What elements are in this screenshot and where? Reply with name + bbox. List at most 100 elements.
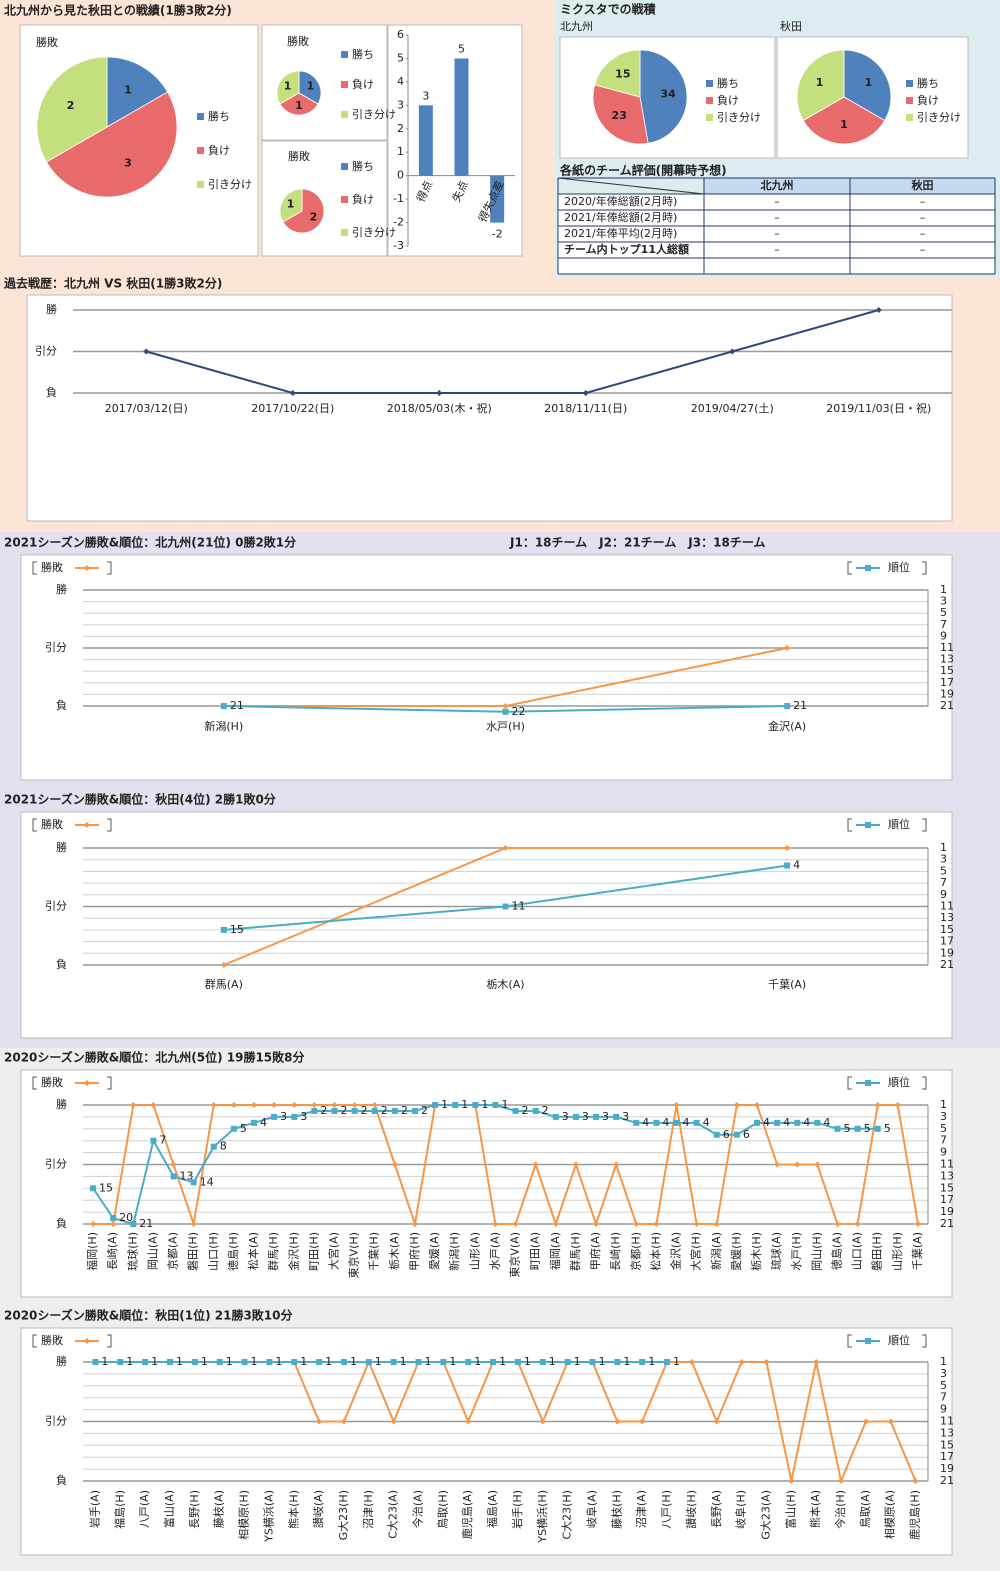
bar-value: -2	[492, 228, 503, 241]
legend-bracket	[32, 1334, 37, 1348]
point-marker	[150, 1137, 157, 1144]
x-tick-label: 讃岐(A)	[312, 1490, 325, 1528]
x-tick-label: 新潟(H)	[204, 719, 243, 733]
table-row-label: 2020/年俸総額(2月時)	[564, 194, 677, 208]
data-label: 1	[524, 1355, 531, 1368]
point-marker	[311, 1102, 318, 1108]
point-marker	[371, 1107, 378, 1114]
point-marker	[331, 1107, 338, 1114]
y-tick-label: 1	[397, 145, 404, 158]
legend-marker	[865, 565, 871, 571]
x-tick-label: 金沢(A)	[669, 1232, 683, 1270]
pie-label: 1	[284, 79, 292, 92]
legend-swatch	[197, 181, 204, 188]
legend-bracket	[107, 561, 112, 575]
point-marker	[564, 1359, 571, 1365]
legend-swatch	[906, 80, 913, 87]
point-marker	[814, 1161, 821, 1168]
legend-label: 引き分け	[917, 110, 961, 124]
x-tick-label: 藤枝(H)	[609, 1490, 623, 1529]
point-marker	[351, 1102, 358, 1108]
point-marker	[532, 1161, 539, 1168]
legend-swatch	[341, 163, 348, 170]
y-tick-label: 6	[397, 28, 404, 41]
y-tick-label: 負	[46, 386, 57, 399]
data-label: 2	[340, 1104, 347, 1117]
pie-title: 勝敗	[287, 34, 309, 48]
y2-tick-label: 9	[940, 888, 947, 901]
table-cell: –	[774, 243, 780, 256]
pie-label: 1	[816, 76, 824, 89]
x-tick-label: 沼津(H)	[361, 1490, 375, 1529]
point-marker	[220, 962, 227, 968]
data-label: 1	[574, 1355, 581, 1368]
x-tick-label: 岩手(A)	[87, 1490, 101, 1528]
point-marker	[693, 1221, 700, 1227]
point-marker	[130, 1221, 137, 1227]
x-tick-label: 新潟(H)	[447, 1232, 461, 1271]
x-tick-label: 徳島(H)	[226, 1232, 240, 1271]
y2-tick-label: 5	[940, 1122, 947, 1135]
x-tick-label: 京都(H)	[628, 1232, 642, 1271]
x-tick-label: 愛媛(A)	[427, 1232, 441, 1270]
point-marker	[230, 1125, 237, 1132]
y2-tick-label: 21	[940, 1217, 954, 1230]
point-marker	[92, 1359, 99, 1365]
data-label: 1	[300, 1355, 307, 1368]
x-tick-label: 町田(A)	[529, 1232, 542, 1270]
point-marker	[415, 1359, 422, 1365]
y-tick-label: -1	[393, 192, 404, 205]
data-label: 3	[602, 1110, 609, 1123]
y2-tick-label: 19	[940, 946, 954, 959]
point-marker	[291, 1102, 298, 1108]
point-marker	[593, 1113, 600, 1120]
legend-label: 順位	[888, 1075, 910, 1089]
data-label: 3	[582, 1110, 589, 1123]
data-label: 1	[449, 1355, 456, 1368]
point-marker	[166, 1359, 173, 1365]
legend-swatch	[341, 229, 348, 236]
chart-subtitle: J1：18チーム J2：21チーム J3：18チーム	[509, 536, 765, 550]
x-tick-label: 京都(A)	[166, 1232, 180, 1270]
chart-title: 2021シーズン勝敗&順位：北九州(21位) 0勝2敗1分	[4, 535, 296, 550]
y2-tick-label: 5	[940, 1379, 947, 1392]
bar	[490, 175, 505, 223]
chart-title: 2020シーズン勝敗&順位：秋田(1位) 21勝3敗10分	[4, 1308, 293, 1323]
data-label: 1	[461, 1098, 468, 1111]
data-label: 4	[763, 1116, 770, 1129]
legend-swatch	[341, 196, 348, 203]
point-marker	[774, 1119, 781, 1126]
pie-label: 2	[310, 211, 318, 224]
data-label: 1	[400, 1355, 407, 1368]
x-tick-label: 金沢(A)	[768, 719, 806, 733]
point-marker	[316, 1418, 323, 1425]
x-tick-label: 栃木(H)	[749, 1232, 763, 1271]
table-header: 秋田	[912, 178, 934, 192]
point-marker	[572, 1113, 579, 1120]
y2-tick-label: 13	[940, 911, 954, 924]
pie-subtitle: 北九州	[560, 20, 593, 33]
x-tick-label: 富山(A)	[162, 1490, 176, 1528]
point-marker	[391, 1107, 398, 1114]
point-marker	[266, 1359, 273, 1365]
y-tick-label: 勝	[56, 840, 67, 854]
point-marker	[794, 1161, 801, 1168]
point-marker	[440, 1359, 447, 1365]
point-marker	[271, 1102, 278, 1108]
point-marker	[391, 1161, 398, 1168]
pie-slice	[843, 49, 892, 122]
y2-tick-label: 3	[940, 853, 947, 866]
pie-label: 1	[307, 79, 315, 92]
legend-bracket	[847, 1334, 852, 1348]
data-label: 21	[793, 699, 807, 712]
table-title: 各紙のチーム評価(開幕時予想)	[559, 163, 727, 178]
x-tick-label: 町田(H)	[307, 1232, 320, 1271]
x-tick-label: 八戸(H)	[660, 1490, 673, 1529]
table-cell: –	[920, 243, 926, 256]
legend-bracket	[107, 818, 112, 832]
x-tick-label: 山形(A)	[468, 1232, 481, 1270]
data-label: 5	[884, 1122, 891, 1135]
legend-label: 勝ち	[208, 109, 230, 123]
data-label: 1	[176, 1355, 183, 1368]
